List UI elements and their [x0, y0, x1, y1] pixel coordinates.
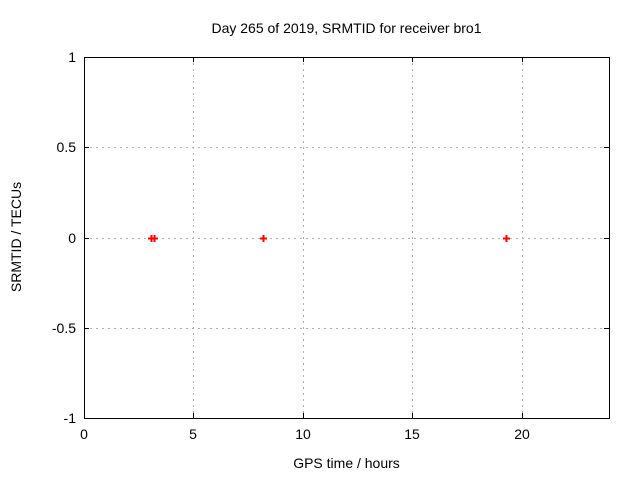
- y-tick-label: 0.5: [56, 139, 76, 155]
- x-tick-label: 10: [295, 426, 311, 442]
- x-tick-label: 20: [514, 426, 530, 442]
- y-tick-label: 0: [68, 230, 76, 246]
- chart-title: Day 265 of 2019, SRMTID for receiver bro…: [211, 20, 482, 36]
- y-tick-label: -0.5: [51, 320, 76, 336]
- y-tick-label: -1: [63, 410, 76, 426]
- x-tick-label: 5: [189, 426, 197, 442]
- x-tick-label: 0: [80, 426, 88, 442]
- x-axis-label: GPS time / hours: [293, 455, 400, 471]
- y-tick-label: 1: [68, 49, 76, 65]
- x-tick-label: 15: [404, 426, 420, 442]
